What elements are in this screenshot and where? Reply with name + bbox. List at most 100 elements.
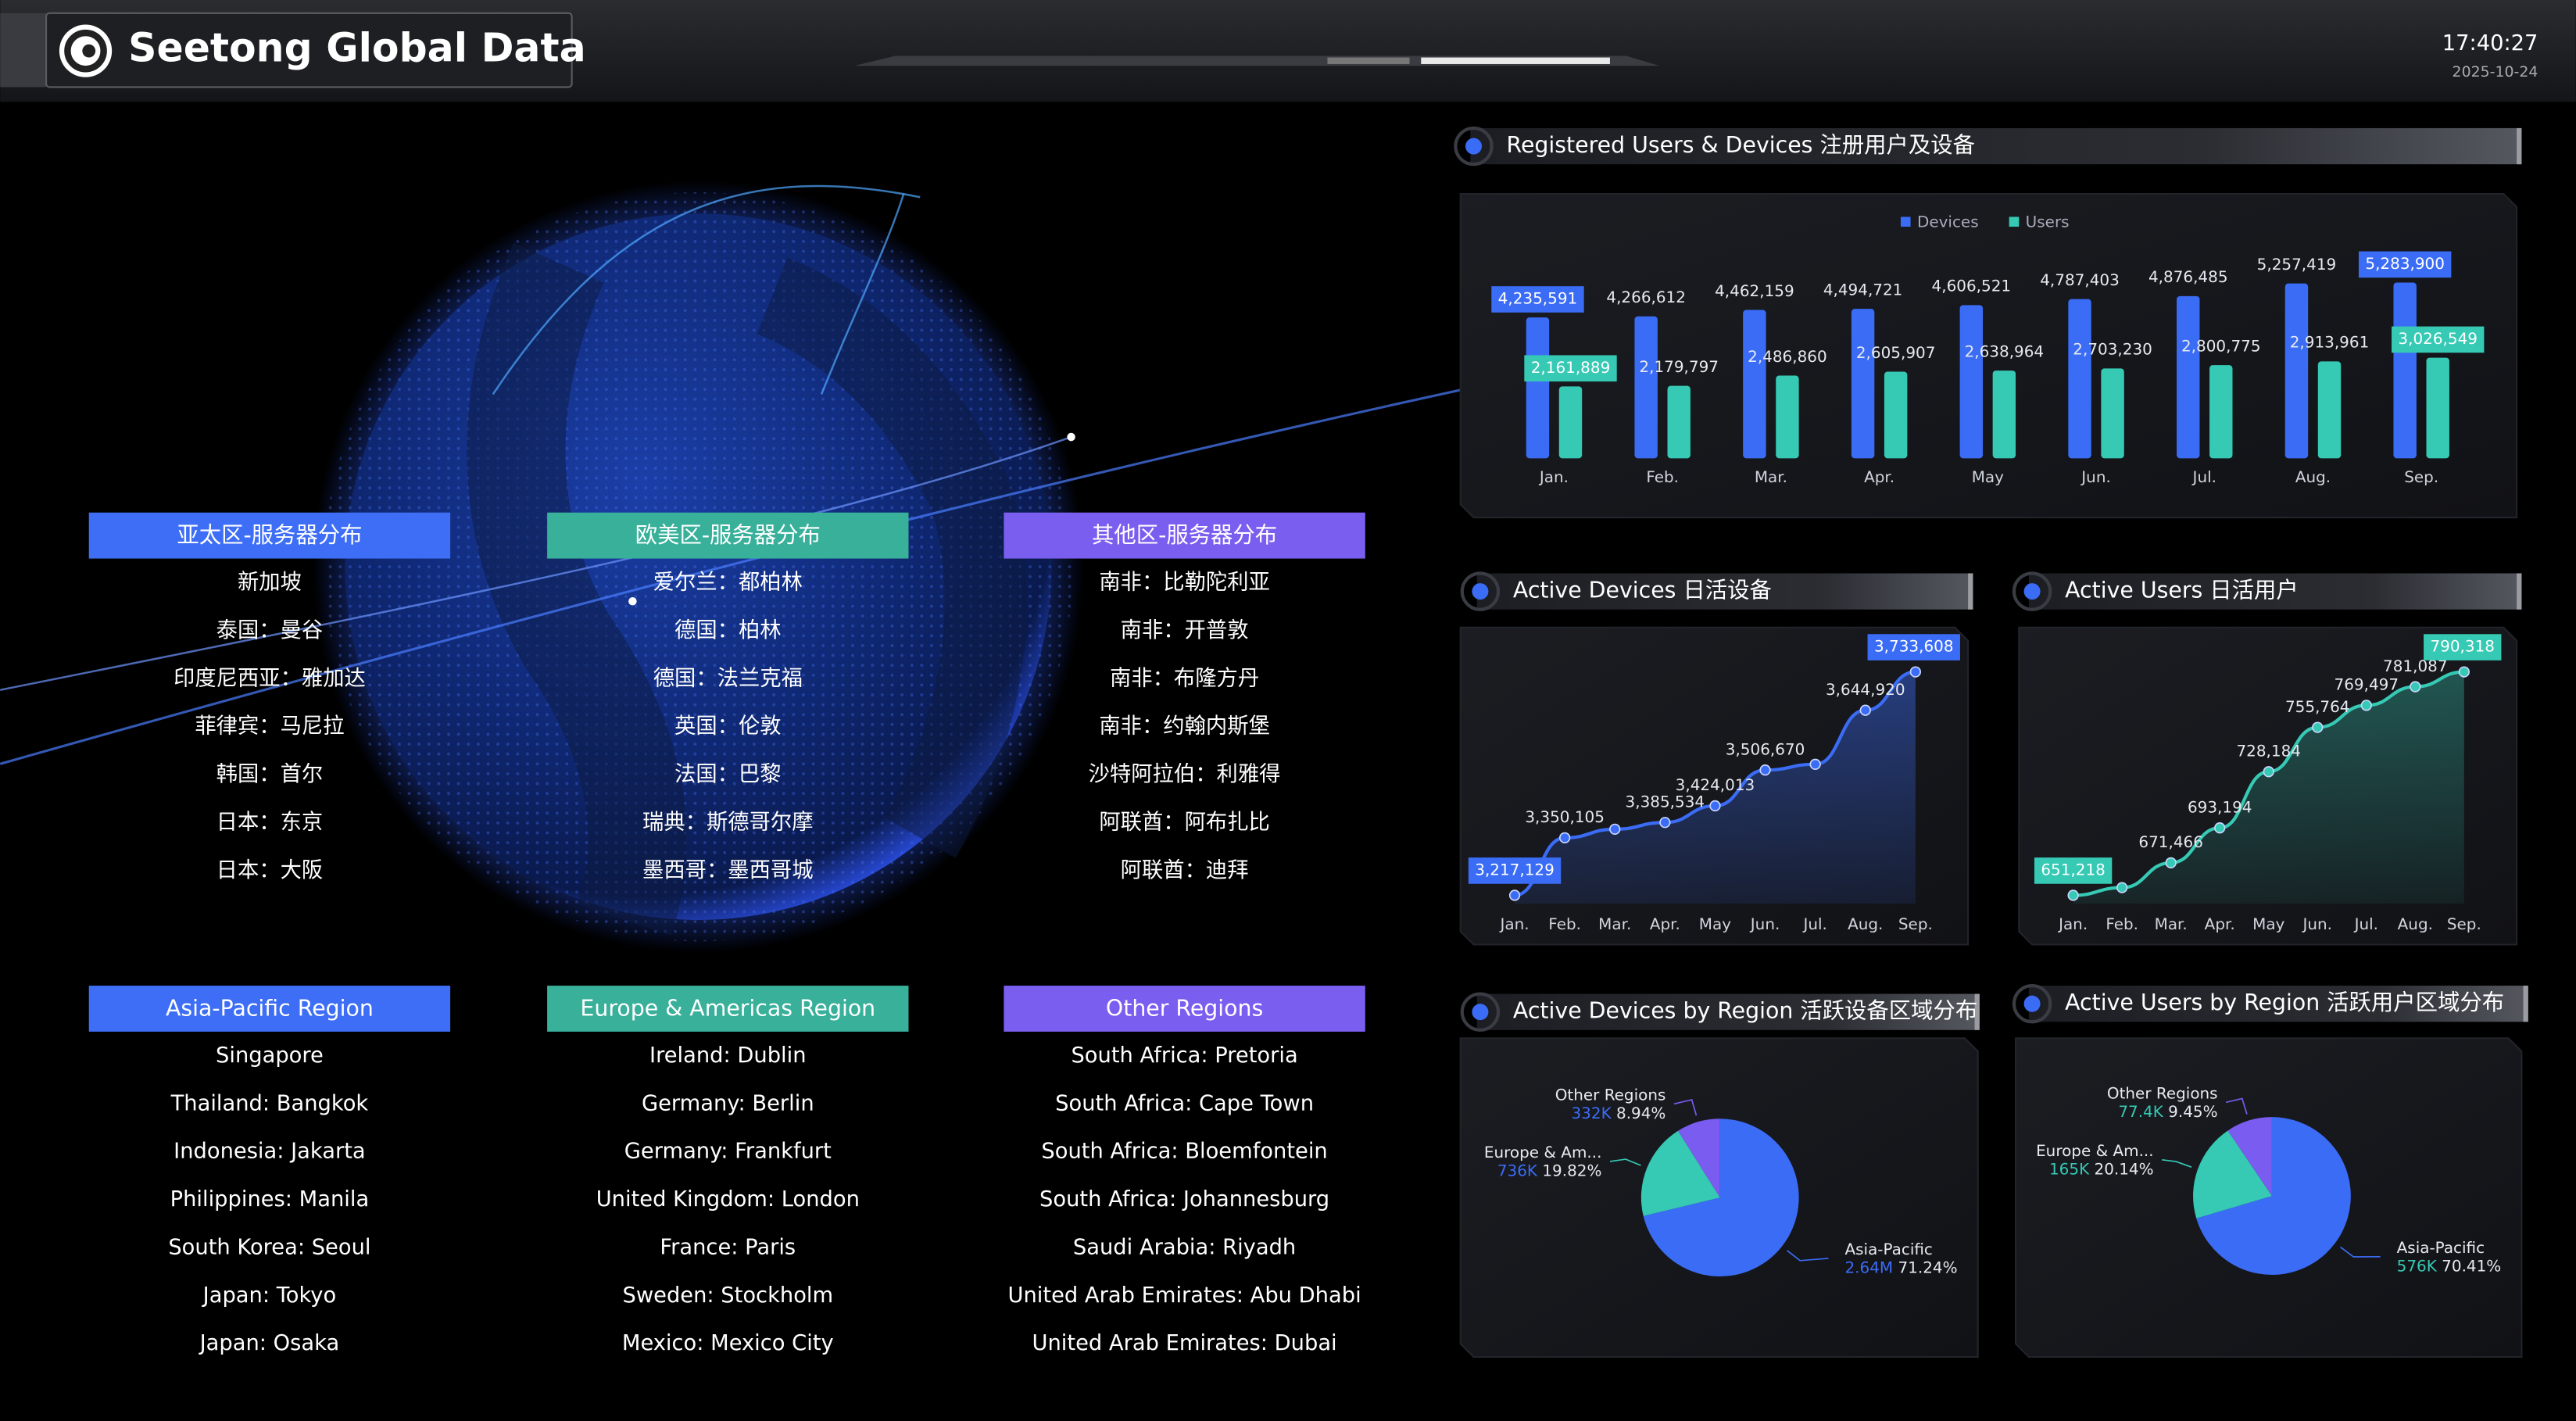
data-label: 3,385,534: [1626, 793, 1705, 811]
bar: [2177, 295, 2200, 459]
legend-label: Devices: [1917, 212, 1979, 231]
clock-date: 2025-10-24: [2453, 63, 2538, 81]
x-tick-label: May: [1699, 915, 1731, 933]
region-item: 南非：比勒陀利亚: [1099, 571, 1270, 595]
region-item: South Africa: Bloemfontein: [1041, 1140, 1327, 1164]
region-title: 欧美区-服务器分布: [635, 522, 821, 548]
orbit-line: [0, 385, 1479, 765]
x-tick-label: Apr.: [1864, 467, 1894, 486]
logo-icon: [64, 29, 107, 73]
x-tick-label: Aug.: [2295, 467, 2331, 486]
bar: [1959, 305, 1984, 459]
data-label: 4,235,591: [1498, 288, 1578, 307]
slice-amount: 77.4K: [2118, 1101, 2163, 1120]
globe-land: [756, 257, 1027, 858]
section-title: Registered Users & Devices 注册用户及设备: [1507, 132, 1975, 158]
app-title: Seetong Global Data: [128, 25, 585, 71]
slice-percent: 71.24%: [1898, 1258, 1957, 1276]
globe-land: [467, 242, 687, 936]
region-item: Germany: Frankfurt: [624, 1140, 832, 1164]
x-tick-label: Aug.: [1848, 915, 1883, 933]
slice-label: Asia-Pacific: [1844, 1240, 1932, 1258]
region-item: South Korea: Seoul: [168, 1235, 370, 1259]
slice-label: Other Regions: [2107, 1083, 2218, 1102]
chart-panel: [1459, 192, 2518, 519]
data-label: 790,318: [2430, 637, 2495, 656]
region-item: Philippines: Manila: [170, 1187, 370, 1212]
pie-slice: [2196, 1117, 2351, 1275]
header-deco: [1327, 57, 1410, 64]
data-label: 4,462,159: [1715, 281, 1794, 300]
leader-line: [2162, 1158, 2192, 1168]
slice-amount: 576K: [2397, 1256, 2438, 1275]
data-label: 3,026,549: [2398, 329, 2478, 348]
data-label: 2,913,961: [2290, 333, 2370, 352]
orbit-line: [820, 193, 905, 395]
slice-amount: 2.64M: [1844, 1258, 1893, 1276]
region-item: 法国：巴黎: [674, 762, 782, 786]
region-title: Europe & Americas Region: [580, 996, 875, 1022]
bar: [2101, 368, 2124, 459]
region-item: South Africa: Pretoria: [1071, 1043, 1297, 1068]
bar: [2393, 282, 2417, 459]
region-item: 日本：大阪: [216, 858, 324, 882]
bar: [2209, 365, 2233, 459]
data-label: 3,506,670: [1726, 739, 1805, 758]
leader-line: [1787, 1250, 1829, 1262]
slice-value: 576K 70.41%: [2397, 1256, 2502, 1275]
x-tick-label: Jan.: [1498, 915, 1529, 933]
x-tick-label: Feb.: [1548, 915, 1581, 933]
bar: [1526, 317, 1550, 459]
data-label-box: [1524, 355, 1617, 382]
point: [1759, 764, 1771, 776]
data-label: 3,733,608: [1874, 637, 1954, 656]
section-title: Active Devices 日活设备: [1513, 578, 1772, 603]
section-icon: [2012, 571, 2052, 611]
region-item: 英国：伦敦: [674, 714, 782, 739]
region-item: Germany: Berlin: [642, 1091, 814, 1115]
section-bar-edge: [1968, 573, 1973, 610]
x-tick-label: Sep.: [2447, 915, 2481, 933]
data-label-box: [2358, 251, 2452, 278]
x-tick-label: Jul.: [1801, 915, 1826, 933]
region-item: 韩国：首尔: [216, 762, 324, 786]
point: [1558, 832, 1571, 843]
section-bar: [2028, 573, 2522, 610]
x-tick-label: Apr.: [2205, 915, 2235, 933]
x-tick-label: Sep.: [1898, 915, 1933, 933]
bar: [1743, 310, 1766, 459]
x-tick-label: Apr.: [1650, 915, 1680, 933]
section-title: Active Users by Region 活跃用户区域分布: [2065, 990, 2504, 1015]
data-label-box: [2034, 857, 2113, 884]
slice-value: 2.64M 71.24%: [1844, 1258, 1957, 1276]
bar: [1992, 370, 2016, 459]
pie-slice: [2193, 1130, 2272, 1219]
header-deco: [0, 13, 47, 88]
slice-label: Europe & Am...: [2036, 1141, 2154, 1160]
section-bar: [1476, 993, 1980, 1030]
point: [2067, 889, 2079, 901]
region-item: 新加坡: [238, 571, 302, 595]
section-icon: [1460, 571, 1501, 611]
region-item: France: Paris: [660, 1235, 796, 1259]
section-bar: [1470, 127, 2522, 165]
region-item: Singapore: [216, 1043, 324, 1068]
region-header-box: [547, 512, 909, 559]
data-label: 651,218: [2041, 860, 2106, 879]
point: [1909, 666, 1922, 678]
leader-line: [1609, 1158, 1641, 1166]
slice-label: Asia-Pacific: [2397, 1238, 2485, 1257]
x-tick-label: Aug.: [2398, 915, 2433, 933]
slice-label: Other Regions: [1555, 1085, 1666, 1104]
region-item: Thailand: Bangkok: [170, 1091, 369, 1115]
point: [2165, 857, 2177, 868]
region-title: Asia-Pacific Region: [166, 996, 374, 1022]
data-label-box: [1468, 857, 1562, 884]
leader-line: [2340, 1246, 2381, 1258]
pie-slice: [1643, 1119, 1799, 1277]
x-tick-label: May: [1972, 467, 2004, 486]
orbit-point: [628, 596, 637, 606]
section-icon: [1460, 992, 1501, 1032]
legend-label: Users: [2026, 212, 2070, 231]
